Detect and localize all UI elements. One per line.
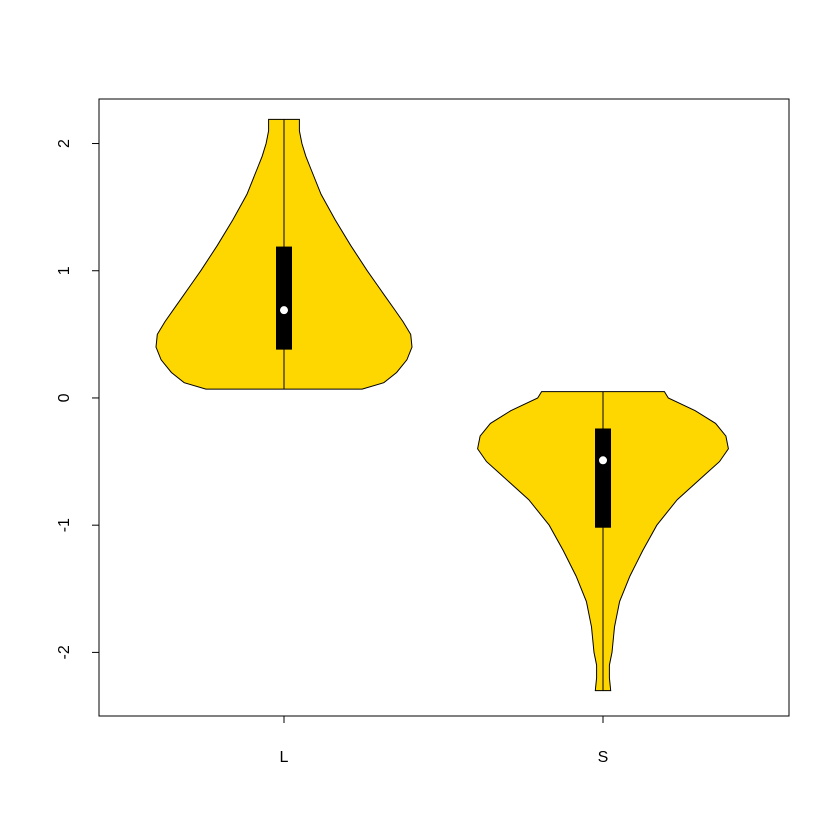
y-tick-label: 1 [56, 266, 73, 275]
violin-iqr-box [276, 247, 292, 350]
violin-S [478, 392, 729, 691]
x-tick-label: L [280, 749, 289, 766]
y-tick-label: -1 [56, 518, 73, 532]
violins-layer [156, 119, 728, 690]
violin-iqr-box [595, 428, 611, 527]
y-axis: -2 -1 0 1 2 [56, 139, 99, 660]
x-tick-label: S [598, 749, 609, 766]
violin-median [599, 456, 607, 464]
y-tick-label: 2 [56, 139, 73, 148]
violin-median [280, 306, 288, 314]
y-tick-label: -2 [56, 645, 73, 659]
violin-L [156, 119, 412, 389]
y-tick-label: 0 [56, 393, 73, 402]
